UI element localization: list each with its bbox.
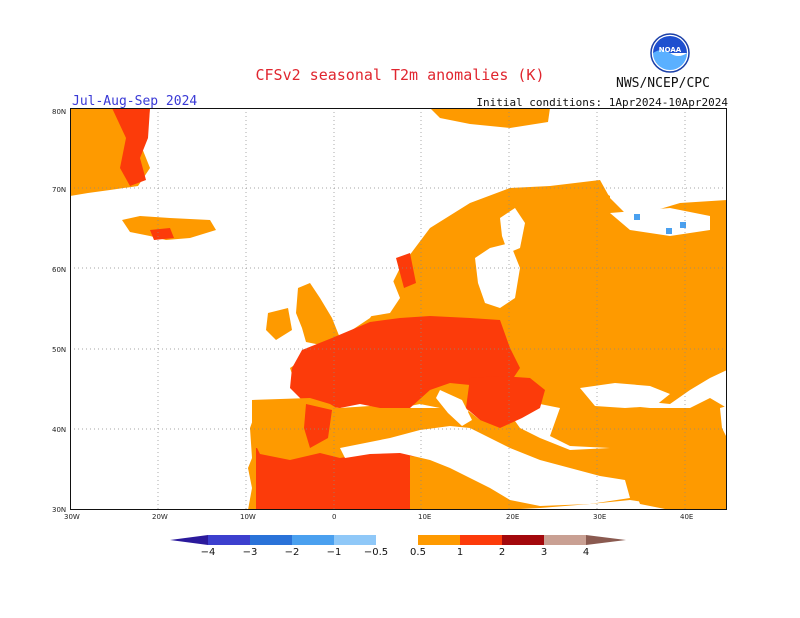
legend-label-9: 3 (540, 547, 548, 558)
legend-swatch-2 (250, 535, 292, 545)
sea-caspian (720, 406, 727, 438)
region-turkey (550, 404, 727, 452)
legend-swatch-8 (502, 535, 544, 545)
sea-north-sea (345, 273, 400, 318)
lon-tick-10e: 10E (418, 513, 432, 521)
sea-adriatic (436, 390, 472, 426)
sea-bothnia (500, 208, 525, 253)
lat-tick-70n: 70N (52, 186, 67, 194)
legend-swatch-below-min (170, 535, 208, 545)
legend-label-7: 1 (456, 547, 464, 558)
region-greenland-warm (112, 108, 150, 186)
lon-tick-20w: 20W (152, 513, 168, 521)
region-north-africa-warm (256, 448, 430, 510)
region-iberia-warm (304, 404, 332, 448)
lat-tick-40n: 40N (52, 426, 67, 434)
legend-swatch-1 (208, 535, 250, 545)
legend-swatch-6 (418, 535, 460, 545)
chart-title: CFSv2 seasonal T2m anomalies (K) (255, 66, 545, 84)
region-middle-east (630, 450, 727, 510)
lon-tick-0: 0 (332, 513, 337, 521)
region-central-europe-warm (290, 316, 520, 408)
legend-label-2: −3 (242, 547, 258, 558)
lon-tick-30w: 30W (64, 513, 80, 521)
lon-tick-20e: 20E (506, 513, 520, 521)
sea-baltic (475, 243, 520, 308)
lat-tick-30n: 30N (52, 506, 67, 514)
legend-swatch-9 (544, 535, 586, 545)
legend-label-8: 2 (498, 547, 506, 558)
anomaly-map (70, 108, 727, 510)
region-ireland (266, 308, 292, 340)
season-label: Jul-Aug-Sep 2024 (72, 94, 198, 109)
lon-tick-10w: 10W (240, 513, 256, 521)
region-balkans-warm (466, 376, 545, 428)
lat-tick-50n: 50N (52, 346, 67, 354)
region-iceland-warm (150, 228, 174, 240)
legend-label-3: −2 (284, 547, 300, 558)
legend-swatch-4 (334, 535, 376, 545)
lat-tick-60n: 60N (52, 266, 67, 274)
lat-tick-80n: 80N (52, 108, 67, 116)
noaa-logo-text: NOAA (659, 46, 682, 54)
lon-tick-30e: 30E (593, 513, 607, 521)
lon-tick-40e: 40E (680, 513, 694, 521)
map-frame (70, 108, 727, 510)
sea-mediterranean (340, 426, 630, 506)
legend-label-4: −1 (326, 547, 342, 558)
region-svalbard (430, 108, 550, 128)
legend-label-5: −0.5 (363, 547, 389, 558)
legend-swatch-5 (376, 535, 418, 545)
initial-conditions-label: Initial conditions: 1Apr2024-10Apr2024 (476, 96, 728, 109)
legend-label-10: 4 (582, 547, 590, 558)
noaa-logo: NOAA (650, 33, 690, 73)
legend-swatch-7 (460, 535, 502, 545)
agency-label: NWS/NCEP/CPC (616, 76, 710, 91)
region-britain (296, 283, 340, 346)
legend-label-6: 0.5 (410, 547, 426, 558)
region-north-africa-orange (410, 456, 460, 510)
region-cold-blue (634, 214, 686, 234)
graticule (70, 108, 727, 510)
region-norway-warm (396, 253, 416, 288)
legend-swatch-above-max (586, 535, 626, 545)
sea-black-sea (580, 383, 670, 408)
region-iceland (122, 216, 216, 240)
color-legend (170, 535, 626, 545)
legend-label-1: −4 (200, 547, 216, 558)
legend-swatch-3 (292, 535, 334, 545)
